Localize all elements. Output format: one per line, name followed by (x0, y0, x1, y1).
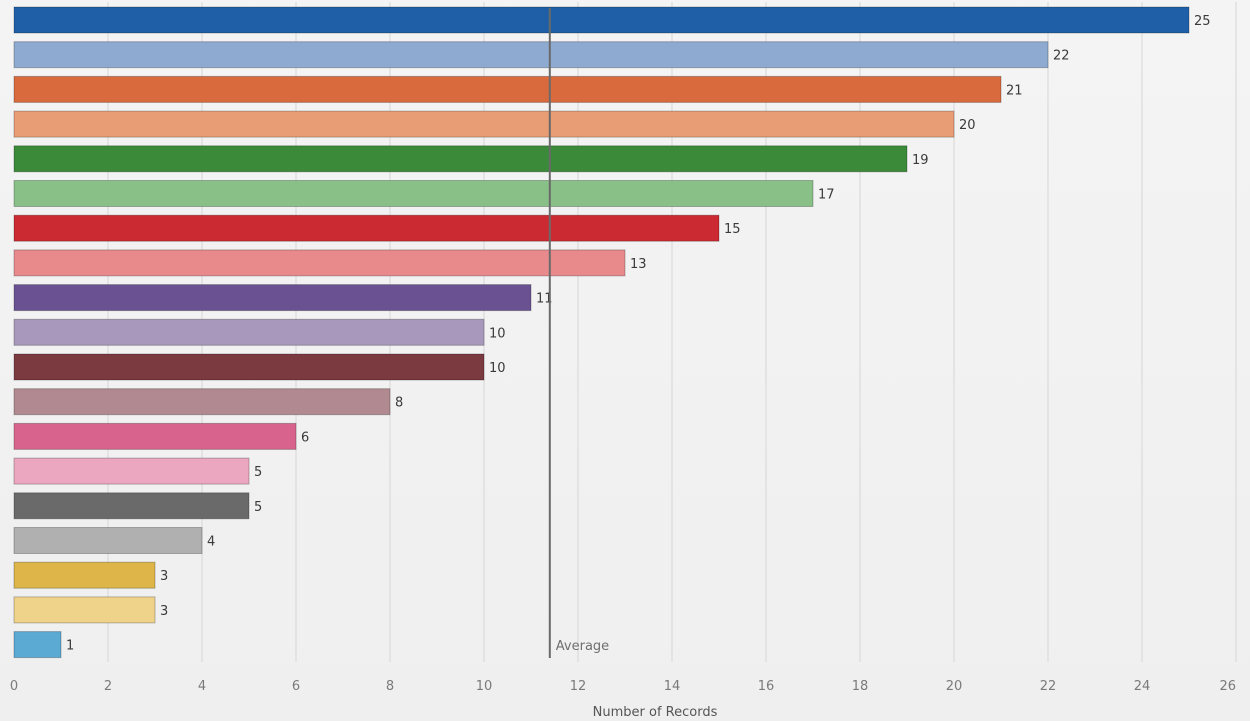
bar[interactable] (13, 214, 720, 242)
bar-value-label: 25 (1194, 14, 1211, 29)
bar[interactable] (13, 145, 908, 173)
x-tick-label: 24 (1134, 679, 1151, 694)
bar[interactable] (13, 318, 485, 346)
x-tick-label: 8 (386, 679, 394, 694)
bar-value-label: 5 (254, 500, 262, 515)
x-tick-label: 16 (758, 679, 775, 694)
bar-value-label: 11 (536, 292, 553, 307)
x-tick-label: 2 (104, 679, 112, 694)
bar[interactable] (13, 75, 1002, 103)
x-tick-label: 6 (292, 679, 300, 694)
bar[interactable] (13, 6, 1190, 34)
bar[interactable] (13, 492, 250, 520)
bar-value-label: 8 (395, 396, 403, 411)
bar-value-label: 6 (301, 430, 309, 445)
x-tick-label: 10 (476, 679, 493, 694)
x-tick-label: 26 (1219, 679, 1236, 694)
bar-value-labels: 25 22 21 20 19 17 15 13 11 10 10 8 6 5 5 4 3 3 1 (66, 14, 1211, 654)
bar[interactable] (13, 561, 156, 589)
average-label: Average (556, 639, 609, 654)
bar[interactable] (13, 596, 156, 624)
x-tick-label: 22 (1040, 679, 1057, 694)
bar[interactable] (13, 249, 626, 277)
bar[interactable] (13, 180, 814, 207)
bar-value-label: 3 (160, 604, 168, 619)
bar-value-label: 5 (254, 465, 262, 480)
x-axis-title: Number of Records (593, 705, 718, 720)
bar-value-label: 1 (66, 639, 74, 654)
x-tick-label: 0 (10, 679, 18, 694)
x-tick-label: 14 (664, 679, 681, 694)
x-tick-label: 20 (946, 679, 963, 694)
x-tick-label: 4 (198, 679, 206, 694)
bar-value-label: 21 (1006, 83, 1023, 98)
bars (13, 6, 1190, 659)
bar-value-label: 17 (818, 188, 835, 203)
bar-value-label: 22 (1053, 49, 1070, 64)
bar-value-label: 13 (630, 257, 647, 272)
bar-value-label: 3 (160, 569, 168, 584)
bar[interactable] (13, 388, 391, 416)
bar[interactable] (13, 457, 250, 485)
bar[interactable] (13, 527, 203, 554)
reference-line-group: Average (548, 8, 609, 658)
bar[interactable] (13, 110, 955, 138)
x-axis: 0 2 4 6 8 10 12 14 16 18 20 22 24 26 (10, 679, 1236, 694)
bar-value-label: 4 (207, 535, 215, 550)
bar-value-label: 10 (489, 361, 506, 376)
bar[interactable] (13, 631, 62, 659)
bar-value-label: 19 (912, 153, 929, 168)
bar-value-label: 15 (724, 222, 741, 237)
bar[interactable] (13, 353, 485, 381)
bar[interactable] (13, 41, 1049, 69)
x-tick-label: 18 (852, 679, 869, 694)
bar-value-label: 10 (489, 326, 506, 341)
x-tick-label: 12 (570, 679, 587, 694)
bar[interactable] (13, 422, 297, 450)
bar-value-label: 20 (959, 118, 976, 133)
bar[interactable] (13, 284, 532, 312)
